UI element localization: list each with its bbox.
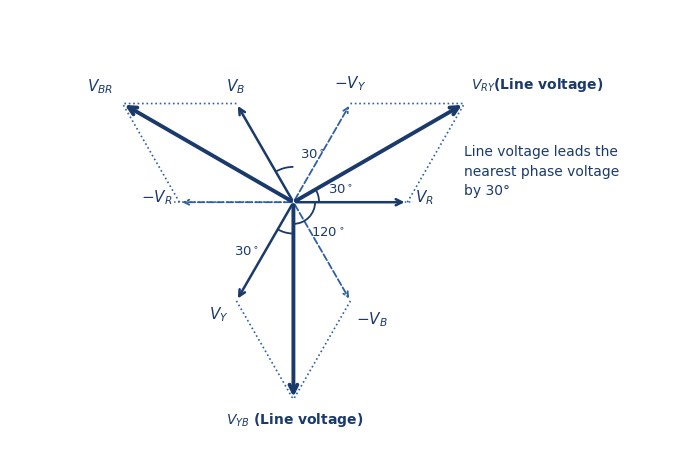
Text: $V_Y$: $V_Y$ bbox=[209, 306, 228, 324]
Text: $-V_Y$: $-V_Y$ bbox=[334, 75, 367, 93]
Text: $V_{YB}$ (Line voltage): $V_{YB}$ (Line voltage) bbox=[226, 411, 363, 429]
Text: $-V_B$: $-V_B$ bbox=[356, 310, 388, 328]
Text: $-V_R$: $-V_R$ bbox=[141, 188, 173, 207]
Text: $V_B$: $V_B$ bbox=[226, 77, 245, 95]
Text: 30$^\circ$: 30$^\circ$ bbox=[234, 246, 259, 259]
Text: Line voltage leads the
nearest phase voltage
by 30°: Line voltage leads the nearest phase vol… bbox=[464, 145, 620, 198]
Text: 120$^\circ$: 120$^\circ$ bbox=[311, 227, 344, 240]
Text: $V_R$: $V_R$ bbox=[416, 188, 434, 207]
Text: 30$^\circ$: 30$^\circ$ bbox=[327, 184, 353, 198]
Text: 30$^\circ$: 30$^\circ$ bbox=[300, 149, 325, 162]
Text: $V_{BR}$: $V_{BR}$ bbox=[87, 77, 113, 95]
Text: $V_{RY}$(Line voltage): $V_{RY}$(Line voltage) bbox=[471, 76, 603, 94]
